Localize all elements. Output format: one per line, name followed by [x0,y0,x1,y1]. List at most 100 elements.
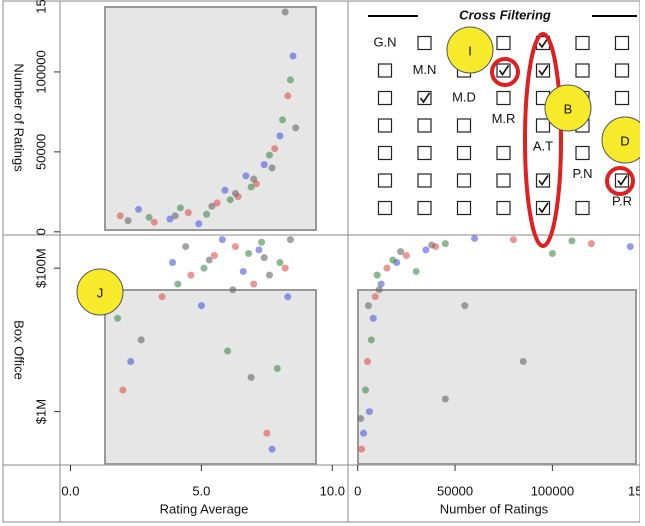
checkbox[interactable] [377,200,393,216]
data-point [358,445,366,453]
data-point [174,280,182,288]
checkbox[interactable] [575,200,590,216]
data-point [226,196,234,204]
highlight-ring [490,57,520,87]
attribute-label: P.N [573,166,593,181]
attribute-label: M.R [492,111,516,126]
data-point [461,302,469,310]
checkbox[interactable] [496,90,511,106]
checkbox[interactable] [535,118,551,133]
data-point [176,204,184,212]
checkbox[interactable] [496,35,511,51]
data-point [371,293,379,301]
data-point [150,218,158,226]
checkmark [538,202,549,214]
y-axis-label: Box Office [12,320,27,380]
data-point [218,236,226,244]
checkbox[interactable] [377,63,393,78]
checkbox[interactable] [456,173,472,188]
data-point [127,357,135,365]
data-point [221,186,229,194]
data-point [441,240,449,248]
checkbox[interactable] [417,200,432,216]
checkbox[interactable] [614,90,630,106]
data-point [286,76,294,84]
checkbox[interactable] [496,200,511,216]
data-point [229,286,237,294]
checkmark [538,175,549,186]
data-point [273,364,281,372]
data-point [247,373,255,381]
attribute-label: A.T [533,138,553,153]
data-point [182,243,190,251]
annotation-label: D [620,133,629,148]
checkbox[interactable] [377,118,393,133]
x-tick-label: 150000 [628,483,645,498]
checkbox[interactable] [456,145,472,161]
data-point [375,286,383,294]
data-point [373,271,381,279]
data-point [205,256,213,264]
checkbox[interactable] [496,145,511,161]
annotation-label: B [564,101,573,116]
data-point [281,8,289,16]
checkbox[interactable] [417,118,432,133]
attribute-label: G.N [373,34,396,49]
checkbox[interactable] [377,145,393,161]
checkbox[interactable] [456,118,472,133]
checkbox[interactable] [417,173,432,188]
data-point [116,212,124,220]
checkbox[interactable] [377,173,393,188]
data-point [271,145,279,153]
checkbox[interactable] [496,173,511,188]
checkbox[interactable] [614,35,630,51]
checkbox[interactable] [575,63,590,78]
checkbox[interactable] [377,90,393,106]
checkbox[interactable] [614,63,630,78]
data-point [145,213,153,221]
data-point [239,267,247,275]
data-point [184,209,192,217]
x-axis-label: Rating Average [160,501,249,516]
data-point [365,408,373,416]
data-point [276,258,284,266]
data-point [284,293,292,301]
data-point [268,445,276,453]
data-point [587,240,595,248]
annotation-label: I [468,43,472,58]
data-point [169,258,177,266]
data-point [265,151,273,159]
data-point [357,415,365,423]
data-point [284,92,292,100]
checkmark [538,37,549,49]
data-point [397,248,405,256]
data-point [383,264,391,272]
data-point [377,280,385,288]
data-point [200,264,208,272]
y-axis-label: Number of Ratings [12,63,27,172]
data-point [260,161,268,169]
brush[interactable] [104,289,317,465]
y-tick-label: $100M [33,248,48,288]
checkbox[interactable] [575,145,590,161]
data-point [292,124,300,132]
checkbox[interactable] [575,35,590,51]
data-point [158,293,166,301]
x-tick-label: 50000 [437,483,473,498]
y-tick-label: 100000 [33,50,48,93]
data-point [137,336,145,344]
data-point [197,302,205,310]
checkbox[interactable] [456,200,472,216]
y-tick-label: 150000 [33,0,48,14]
data-point [250,280,258,288]
data-point [210,252,218,260]
checkbox[interactable] [417,35,432,51]
data-point [250,175,258,183]
data-point [135,205,143,213]
checkbox[interactable] [417,145,432,161]
highlight-ring [605,166,635,196]
brush[interactable] [357,289,637,465]
data-point [276,132,284,140]
